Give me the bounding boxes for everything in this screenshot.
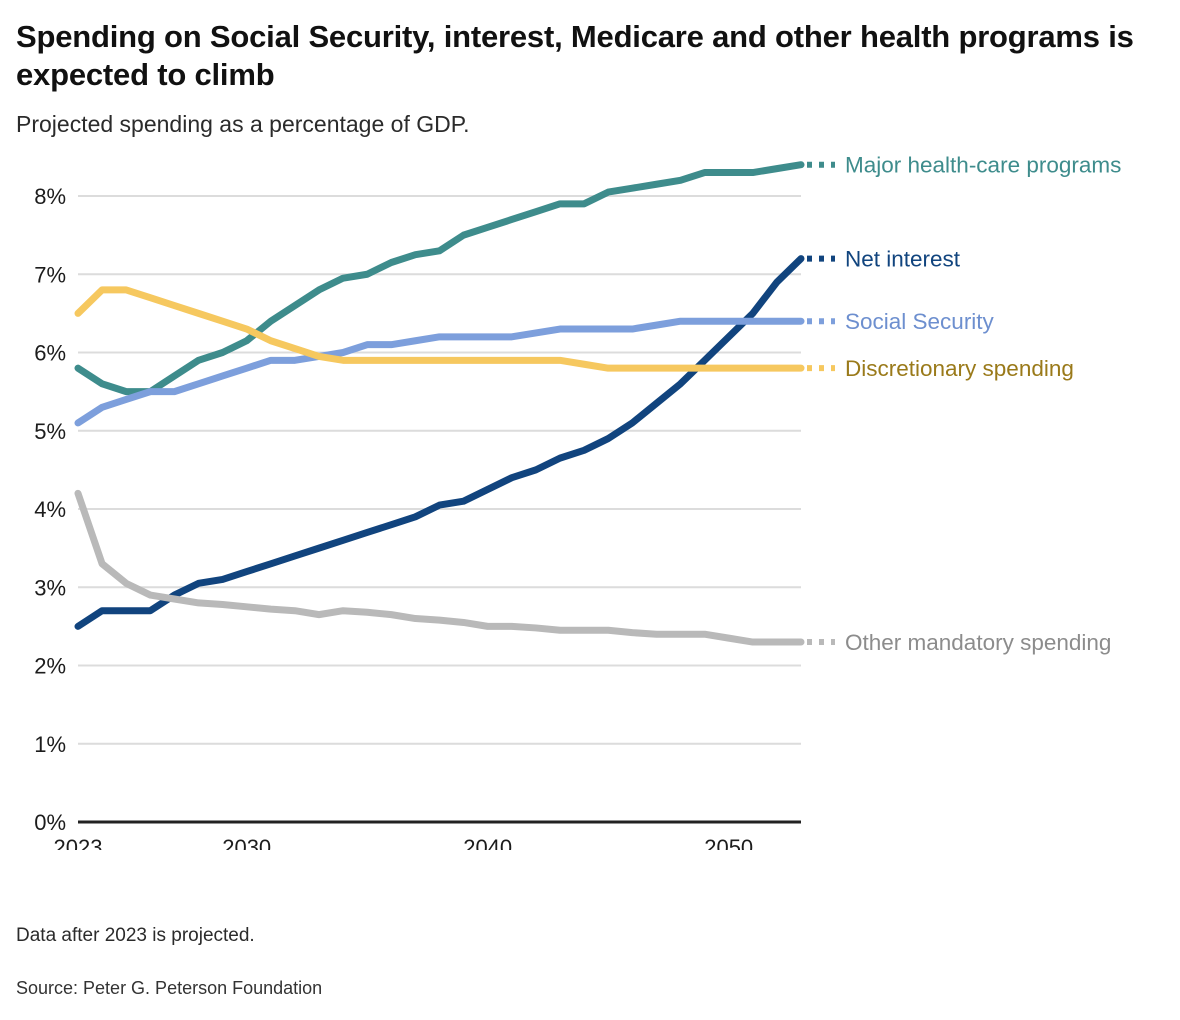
page-title: Spending on Social Security, interest, M…: [16, 19, 1134, 92]
series-labels: Major health-care programs Net interest So…: [845, 152, 1121, 654]
series-line: [74, 317, 805, 426]
series-label: Discretionary spending: [845, 356, 1074, 381]
y-axis-tick-label: 4%: [34, 497, 66, 522]
y-axis-tick-label: 6%: [34, 340, 66, 365]
y-axis-tick-label: 1%: [34, 731, 66, 756]
series-line: [74, 254, 805, 630]
x-axis-tick-label: 2030: [222, 835, 271, 850]
x-axis-tick-label: 2050: [704, 835, 753, 850]
line-chart: 0% 1% 2% 3% 4% 5% 6% 7% 8% 2023 2030 2040 2050 Majo…: [16, 150, 1164, 850]
series-label: Net interest: [845, 246, 961, 271]
series-line: [74, 160, 805, 395]
y-axis-tick-label: 8%: [34, 184, 66, 209]
y-axis-tick-label: 2%: [34, 653, 66, 678]
y-axis-tick-label: 0%: [34, 810, 66, 835]
series-line: [74, 285, 805, 372]
chart-subtitle: Projected spending as a percentage of GD…: [16, 110, 470, 137]
series-line: [74, 489, 805, 646]
y-axis-tick-label: 5%: [34, 418, 66, 443]
x-axis-tick-label: 2040: [463, 835, 512, 850]
series-label: Major health-care programs: [845, 152, 1121, 177]
series-label: Other mandatory spending: [845, 630, 1111, 655]
series-lines: [74, 160, 805, 646]
chart-footnote: Data after 2023 is projected.: [16, 925, 255, 946]
series-end-dashes: [807, 161, 835, 645]
chart-source: Source: Peter G. Peterson Foundation: [16, 978, 323, 998]
y-axis-tick-label: 3%: [34, 575, 66, 600]
x-axis-tick-label: 2023: [54, 835, 103, 850]
y-axis-tick-labels: 0% 1% 2% 3% 4% 5% 6% 7% 8%: [34, 184, 66, 835]
chart-canvas: 0% 1% 2% 3% 4% 5% 6% 7% 8% 2023 2030 2040 2050 Majo…: [34, 152, 1121, 850]
series-label: Social Security: [845, 309, 995, 334]
y-axis-tick-label: 7%: [34, 262, 66, 287]
gridlines: [78, 194, 801, 745]
x-axis-tick-labels: 2023 2030 2040 2050: [54, 835, 754, 850]
